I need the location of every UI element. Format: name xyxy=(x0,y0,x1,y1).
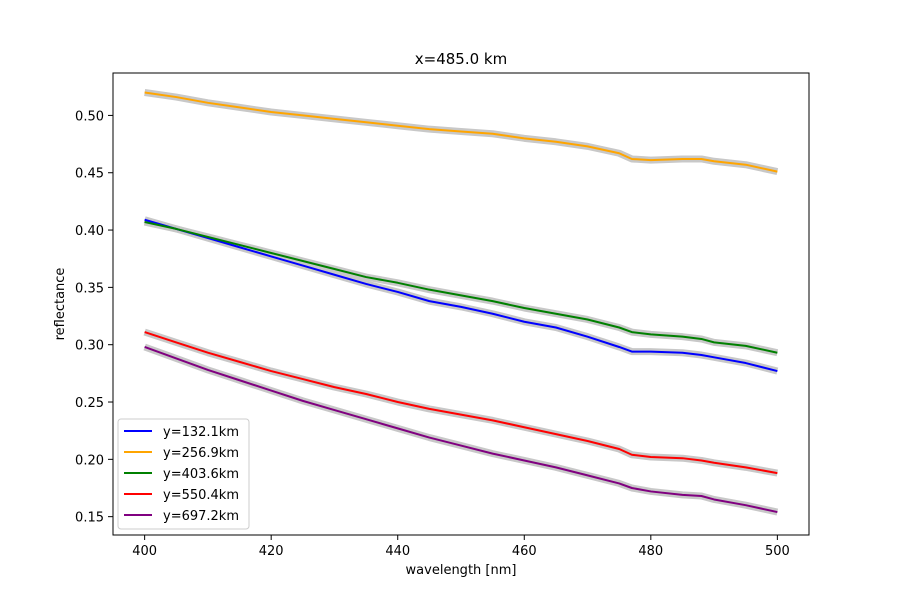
legend: y=132.1km y=256.9km y=403.6km y=550.4km y=69… xyxy=(117,418,250,530)
series-line-5 xyxy=(144,346,778,514)
series-line-4 xyxy=(144,331,778,475)
x-axis: 400 420 440 460 480 500 xyxy=(132,535,790,559)
x-axis-label: wavelength [nm] xyxy=(406,563,517,578)
legend-label-3: y=403.6km xyxy=(163,467,239,482)
series-line-1 xyxy=(144,218,778,373)
x-tick-label: 400 xyxy=(132,544,157,559)
x-tick-label: 420 xyxy=(259,544,284,559)
legend-box xyxy=(117,418,250,530)
x-tick-label: 480 xyxy=(638,544,663,559)
series-line-3 xyxy=(144,221,778,354)
y-tick-label: 0.50 xyxy=(75,109,104,124)
legend-label-1: y=132.1km xyxy=(163,425,239,440)
plot-area-frame xyxy=(112,72,810,536)
y-axis: 0.15 0.20 0.25 0.30 0.35 0.40 0.45 0.50 xyxy=(75,109,113,526)
series-lines xyxy=(144,91,778,514)
legend-label-2: y=256.9km xyxy=(163,446,239,461)
series-line-2 xyxy=(144,91,778,173)
x-tick-label: 440 xyxy=(385,544,410,559)
legend-label-4: y=550.4km xyxy=(163,488,239,503)
y-tick-label: 0.25 xyxy=(75,396,104,411)
y-tick-label: 0.20 xyxy=(75,453,104,468)
y-tick-label: 0.40 xyxy=(75,224,104,239)
y-tick-label: 0.30 xyxy=(75,339,104,354)
y-tick-label: 0.15 xyxy=(75,511,104,526)
x-tick-label: 460 xyxy=(512,544,537,559)
legend-label-5: y=697.2km xyxy=(163,509,239,524)
y-tick-label: 0.45 xyxy=(75,167,104,182)
y-tick-label: 0.35 xyxy=(75,281,104,296)
y-axis-label: reflectance xyxy=(53,268,68,341)
chart-title: x=485.0 km xyxy=(415,50,507,68)
x-tick-label: 500 xyxy=(765,544,790,559)
